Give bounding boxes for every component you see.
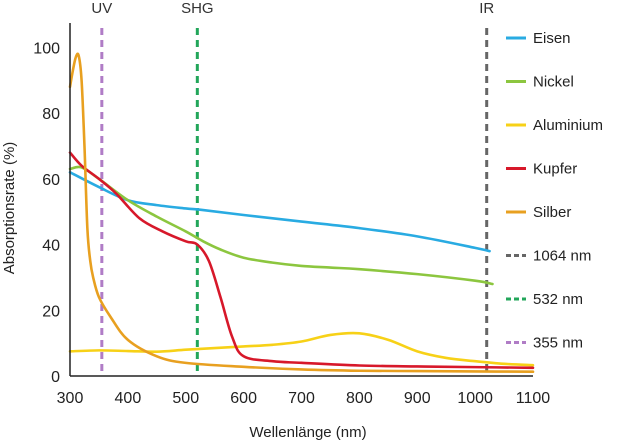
wavelength-markers: IR SHG UV bbox=[91, 0, 494, 376]
legend-item-silber: Silber bbox=[506, 204, 571, 221]
y-tick-label: 20 bbox=[42, 303, 60, 320]
legend-label: 355 nm bbox=[533, 335, 583, 352]
y-tick-label: 0 bbox=[51, 369, 60, 386]
y-tick-label: 60 bbox=[42, 172, 60, 189]
legend-label: 1064 nm bbox=[533, 248, 591, 265]
legend-label: Aluminium bbox=[533, 117, 603, 134]
x-tick-label: 900 bbox=[404, 390, 431, 407]
legend-item-1064-nm: 1064 nm bbox=[506, 248, 591, 265]
series-line-nickel bbox=[68, 165, 494, 286]
legend-label: Silber bbox=[533, 204, 571, 221]
series-line-silber bbox=[68, 52, 535, 374]
y-axis-title: Absorptionsrate (%) bbox=[1, 142, 18, 275]
legend-item-kupfer: Kupfer bbox=[506, 161, 577, 178]
legend-item-532-nm: 532 nm bbox=[506, 291, 583, 308]
x-axis-title: Wellenlänge (nm) bbox=[249, 424, 366, 440]
legend-label: Kupfer bbox=[533, 161, 577, 178]
marker-label-shg: SHG bbox=[181, 0, 214, 17]
y-tick-label: 100 bbox=[33, 40, 60, 57]
legend-label: Eisen bbox=[533, 30, 571, 47]
series-line-kupfer bbox=[68, 151, 535, 370]
x-tick-label: 300 bbox=[57, 390, 84, 407]
x-tick-label: 500 bbox=[172, 390, 199, 407]
legend: Eisen Nickel Aluminium Kupfer Silber 1064 nm 5… bbox=[506, 30, 603, 352]
x-tick-label: 1000 bbox=[457, 390, 493, 407]
legend-item-nickel: Nickel bbox=[506, 74, 574, 91]
y-tick-label: 80 bbox=[42, 106, 60, 123]
y-tick-label: 40 bbox=[42, 238, 60, 255]
axes: 300 400 500 600 700 800 900 1000 1100 0 20 40 60 80 10… bbox=[33, 23, 550, 407]
marker-label-ir: IR bbox=[479, 0, 494, 17]
legend-item-eisen: Eisen bbox=[506, 30, 571, 47]
legend-item-355-nm: 355 nm bbox=[506, 335, 583, 352]
legend-label: 532 nm bbox=[533, 291, 583, 308]
x-tick-label: 400 bbox=[115, 390, 142, 407]
x-tick-label: 600 bbox=[230, 390, 257, 407]
x-tick-label: 1100 bbox=[516, 390, 551, 407]
series-lines bbox=[68, 52, 535, 374]
marker-label-uv: UV bbox=[91, 0, 112, 17]
x-tick-label: 700 bbox=[288, 390, 315, 407]
x-tick-label: 800 bbox=[346, 390, 373, 407]
legend-label: Nickel bbox=[533, 74, 574, 91]
legend-item-aluminium: Aluminium bbox=[506, 117, 603, 134]
